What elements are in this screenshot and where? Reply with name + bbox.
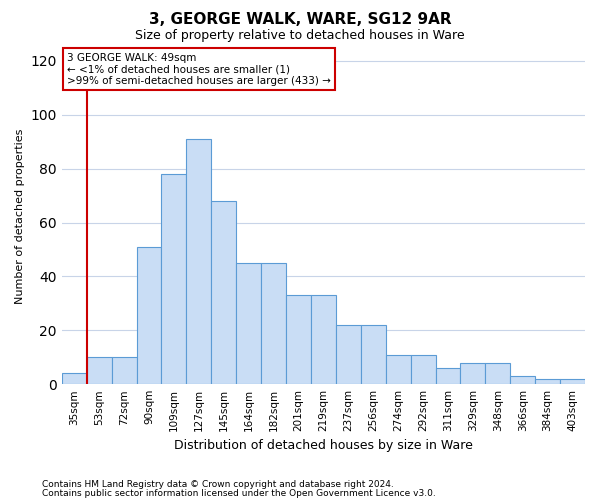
Bar bbox=[137, 247, 161, 384]
Y-axis label: Number of detached properties: Number of detached properties bbox=[15, 128, 25, 304]
Bar bbox=[87, 357, 112, 384]
Bar bbox=[311, 296, 336, 384]
Bar bbox=[112, 357, 137, 384]
Bar bbox=[386, 354, 410, 384]
Bar bbox=[436, 368, 460, 384]
Bar bbox=[410, 354, 436, 384]
Bar bbox=[510, 376, 535, 384]
Text: Contains public sector information licensed under the Open Government Licence v3: Contains public sector information licen… bbox=[42, 488, 436, 498]
Bar bbox=[485, 362, 510, 384]
Text: 3 GEORGE WALK: 49sqm
← <1% of detached houses are smaller (1)
>99% of semi-detac: 3 GEORGE WALK: 49sqm ← <1% of detached h… bbox=[67, 52, 331, 86]
Bar bbox=[336, 325, 361, 384]
Bar bbox=[535, 379, 560, 384]
Bar bbox=[161, 174, 187, 384]
Bar bbox=[261, 263, 286, 384]
Bar bbox=[460, 362, 485, 384]
Bar bbox=[62, 374, 87, 384]
Text: Size of property relative to detached houses in Ware: Size of property relative to detached ho… bbox=[135, 29, 465, 42]
Text: Contains HM Land Registry data © Crown copyright and database right 2024.: Contains HM Land Registry data © Crown c… bbox=[42, 480, 394, 489]
Bar bbox=[560, 379, 585, 384]
Bar bbox=[236, 263, 261, 384]
Bar bbox=[286, 296, 311, 384]
Bar bbox=[187, 139, 211, 384]
Text: 3, GEORGE WALK, WARE, SG12 9AR: 3, GEORGE WALK, WARE, SG12 9AR bbox=[149, 12, 451, 28]
X-axis label: Distribution of detached houses by size in Ware: Distribution of detached houses by size … bbox=[174, 440, 473, 452]
Bar bbox=[361, 325, 386, 384]
Bar bbox=[211, 201, 236, 384]
